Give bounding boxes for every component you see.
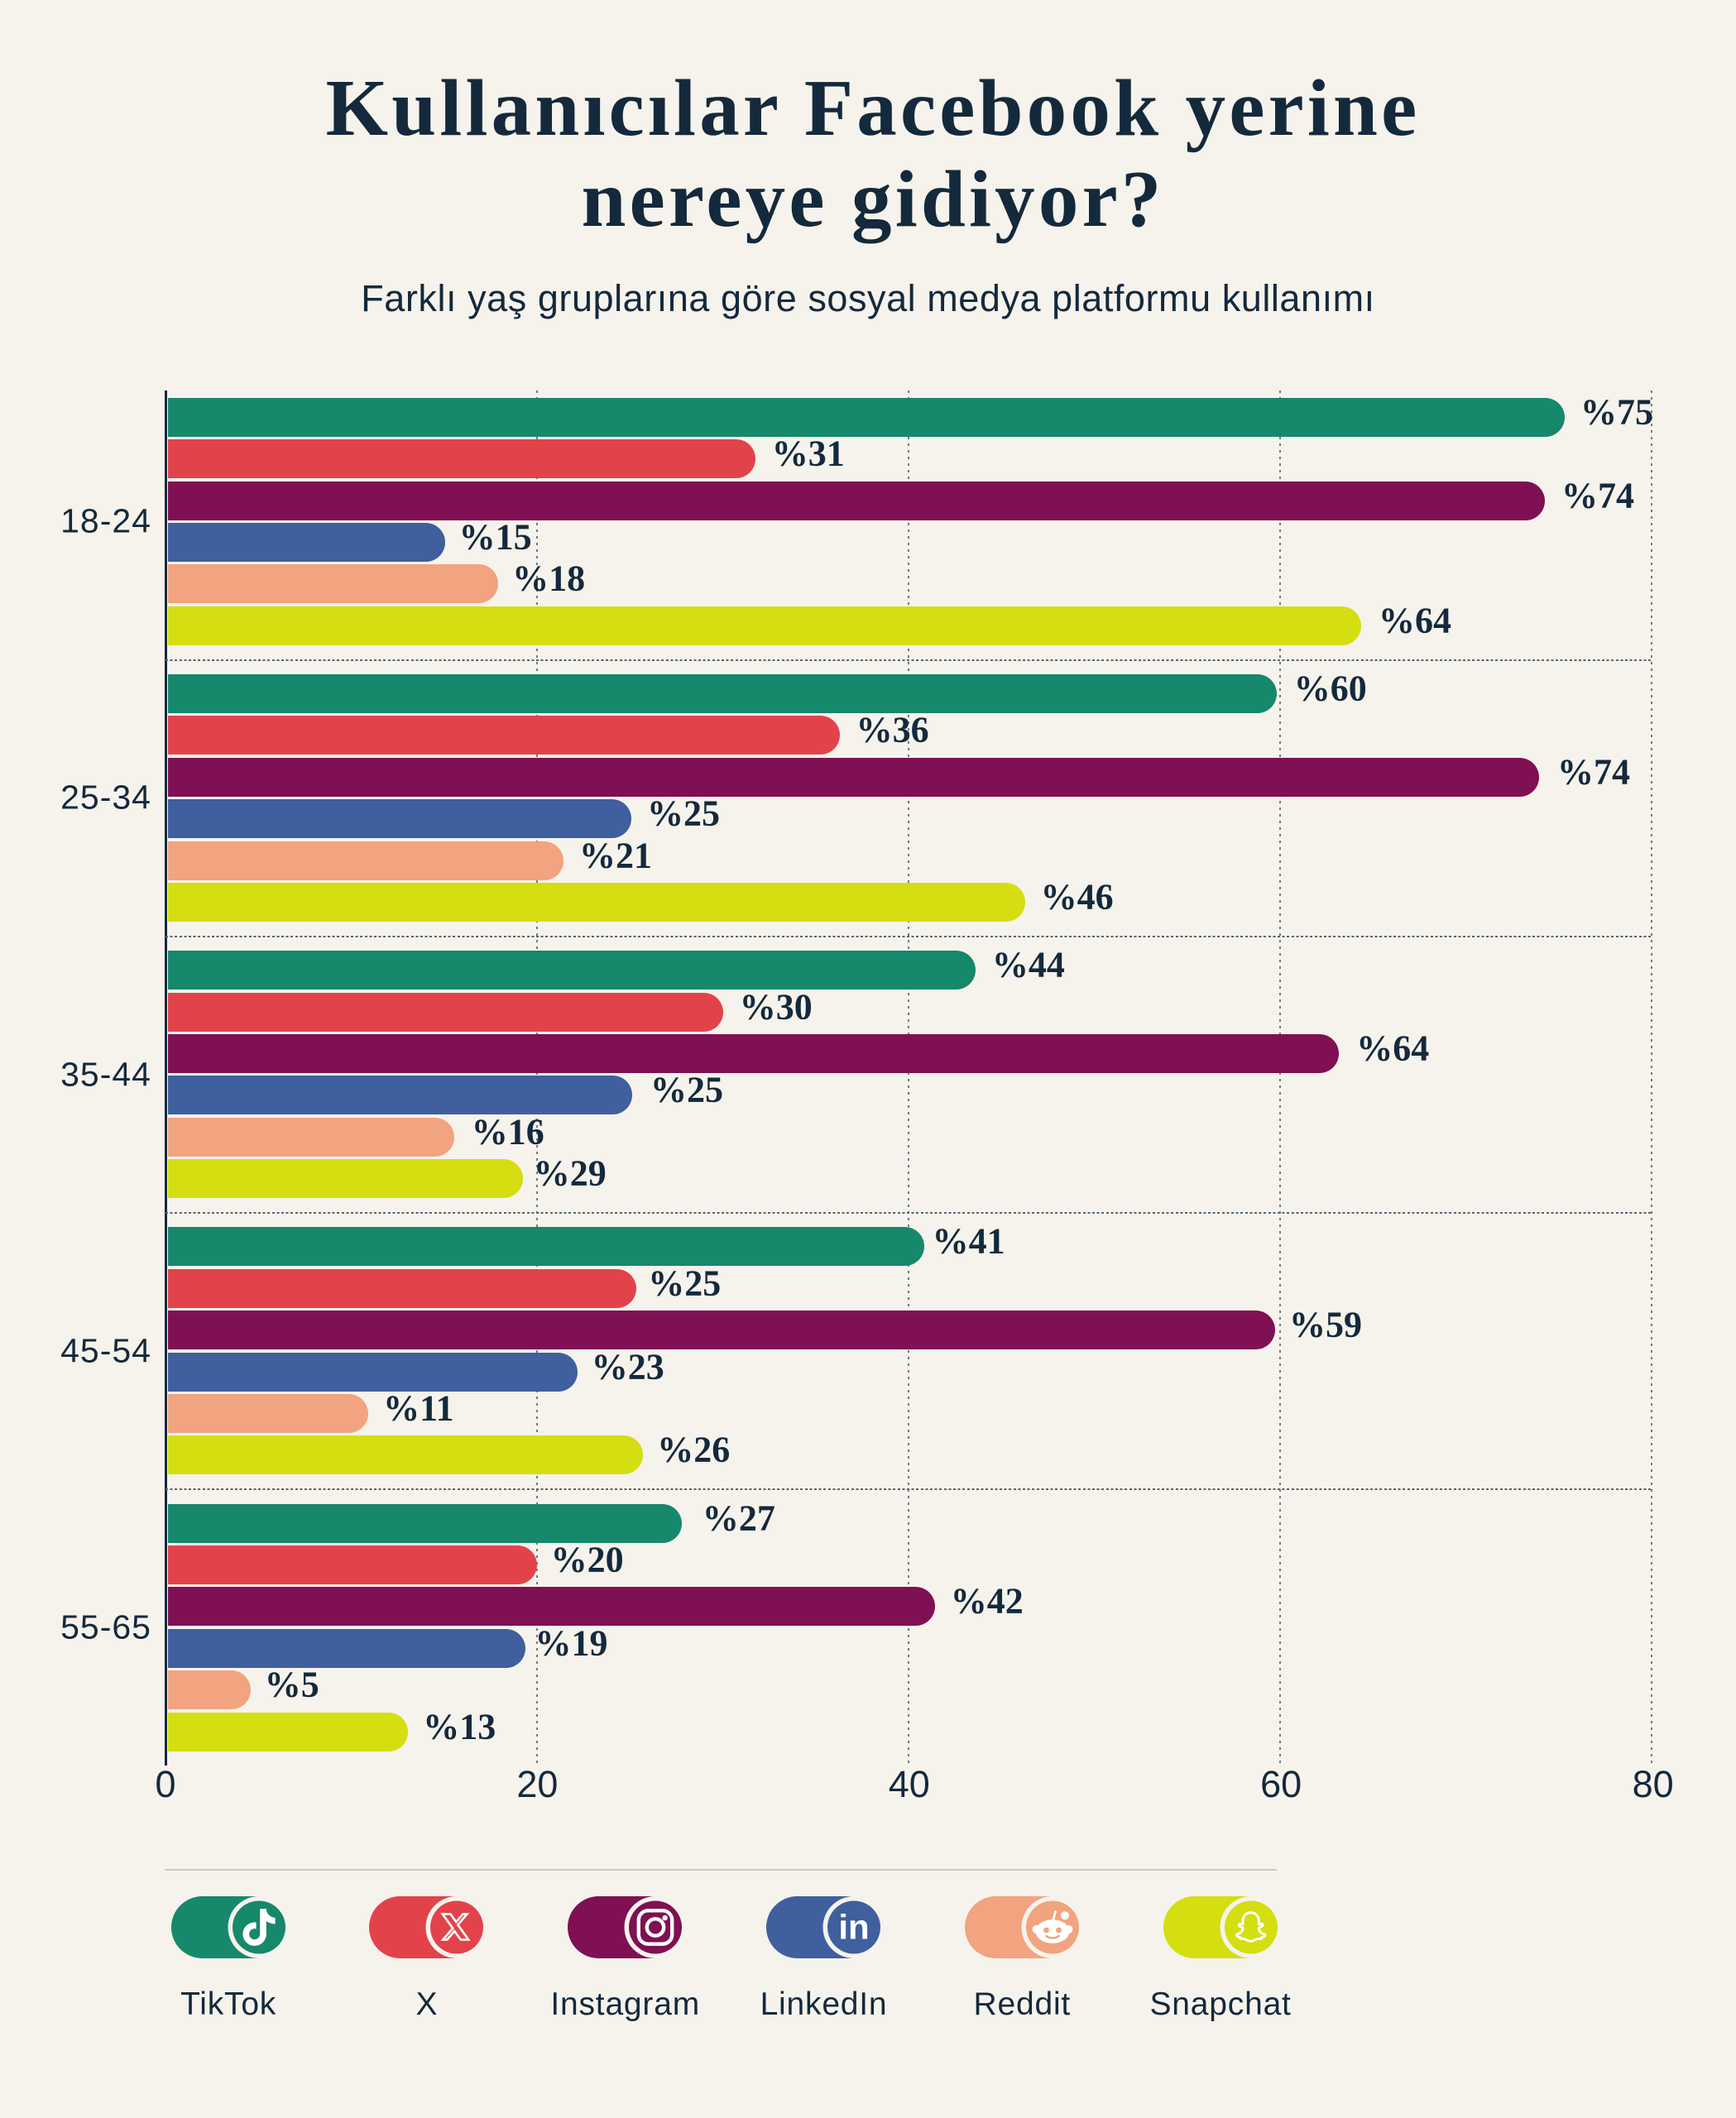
svg-text:in: in xyxy=(838,1908,869,1947)
